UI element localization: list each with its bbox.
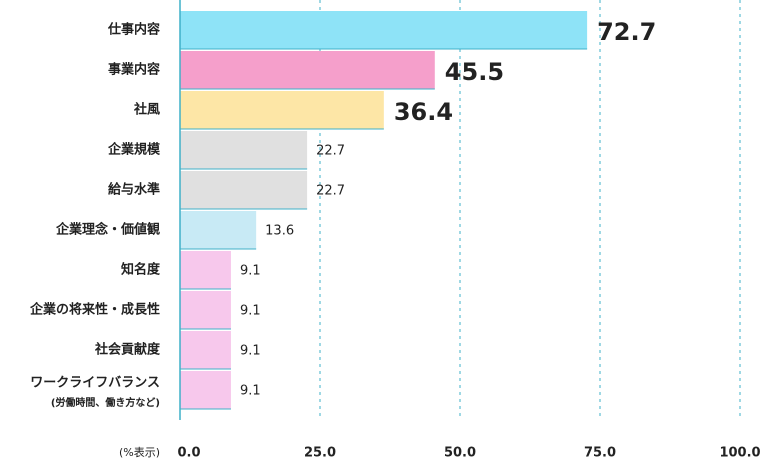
category-label: ワークライフバランス	[30, 376, 160, 391]
value-label: 72.7	[597, 18, 656, 46]
x-tick-label: 25.0	[304, 446, 336, 461]
bar	[180, 371, 231, 409]
value-label: 36.4	[394, 98, 453, 126]
bar	[180, 331, 231, 369]
bar	[180, 291, 231, 329]
category-label: 事業内容	[108, 62, 160, 78]
bar	[180, 11, 588, 49]
category-label: 企業理念・価値観	[55, 222, 160, 238]
value-label: 9.1	[240, 304, 261, 319]
value-label: 9.1	[240, 344, 261, 359]
category-label: 給与水準	[108, 182, 160, 198]
bar	[180, 91, 384, 129]
value-label: 22.7	[316, 144, 345, 159]
bar	[180, 51, 435, 89]
category-label: 知名度	[121, 262, 161, 278]
bar	[180, 251, 231, 289]
category-label: 社会貢献度	[94, 342, 161, 358]
category-label: 企業規模	[107, 142, 161, 158]
bar	[180, 131, 308, 169]
category-note: (労働時間、働き方など)	[51, 396, 160, 409]
value-label: 13.6	[265, 224, 294, 239]
value-label: 9.1	[240, 264, 261, 279]
category-label: 仕事内容	[107, 22, 160, 38]
bar	[180, 171, 308, 209]
x-tick-label: 75.0	[584, 446, 616, 461]
x-tick-label: 0.0	[177, 446, 200, 461]
x-axis-label: (%表示)	[119, 445, 160, 459]
x-tick-label: 100.0	[719, 446, 760, 461]
value-label: 9.1	[240, 384, 261, 399]
x-tick-label: 50.0	[444, 446, 476, 461]
value-label: 22.7	[316, 184, 345, 199]
value-label: 45.5	[445, 58, 504, 86]
category-label: 企業の将来性・成長性	[29, 302, 160, 318]
category-label: 社風	[133, 102, 160, 118]
bar	[180, 211, 257, 249]
